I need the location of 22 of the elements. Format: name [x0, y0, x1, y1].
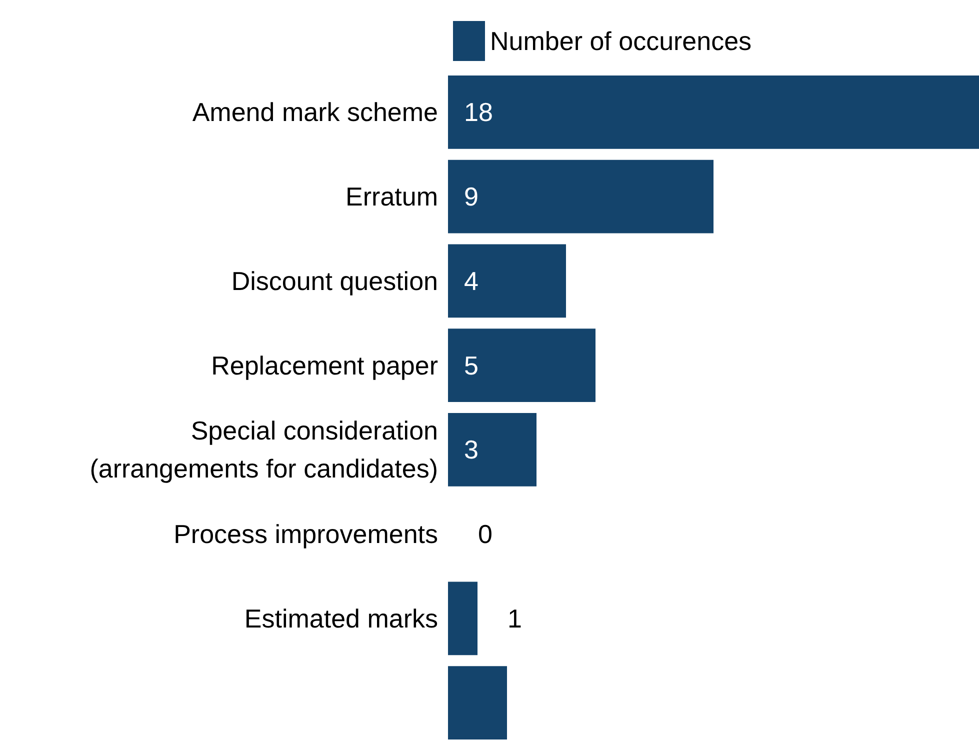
y-tick-label: Replacement paper: [211, 350, 438, 380]
y-tick-label: Erratum: [346, 182, 438, 212]
data-label: 3: [464, 434, 478, 465]
y-tick-label: Special consideration (arrangements for candidates): [90, 416, 438, 484]
y-tick-label: Discount question: [231, 266, 438, 296]
y-tick-label: Amend mark scheme: [192, 97, 438, 128]
data-label: 0: [478, 519, 492, 550]
data-label: 18: [464, 97, 493, 128]
bar: [448, 160, 714, 234]
bar: [448, 666, 507, 740]
data-label: 9: [464, 182, 478, 212]
bar: [448, 412, 536, 486]
y-tick-label: Process improvements: [174, 519, 438, 550]
data-label: 1: [508, 603, 522, 634]
bar: [448, 75, 979, 149]
legend-label: Number of occurences: [490, 26, 752, 56]
bar: [448, 328, 596, 402]
data-label: 5: [464, 350, 478, 380]
y-tick-label: Estimated marks: [244, 603, 438, 634]
bar: [448, 582, 478, 656]
data-label: 4: [464, 266, 478, 296]
bar: [448, 244, 566, 318]
